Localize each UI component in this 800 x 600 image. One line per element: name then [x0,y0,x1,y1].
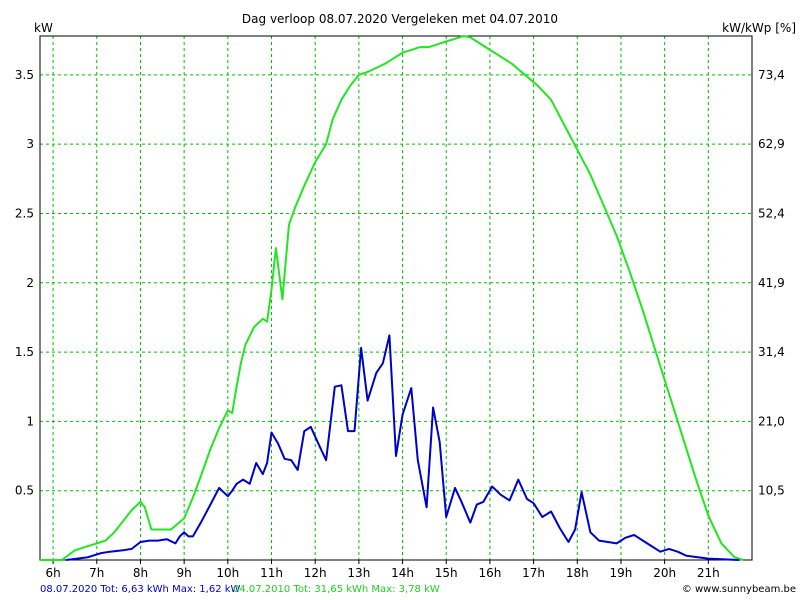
x-tick-label: 12h [304,566,327,580]
grid [40,36,752,560]
series-line-08-07-2020 [66,334,739,561]
series-line-04-07-2010 [40,35,744,561]
x-tick-label: 21h [697,566,720,580]
series-layer [40,35,744,561]
x-tick-label: 17h [522,566,545,580]
y-tick-right-label: 41,9 [758,276,785,290]
footer-source: © www.sunnybeam.be [682,584,796,595]
y-tick-left-label: 2 [26,276,34,290]
x-tick-label: 13h [347,566,370,580]
y-tick-left-label: 3.5 [15,68,34,82]
y-tick-left-label: 1.5 [15,345,34,359]
y-tick-right-label: 31,4 [758,345,785,359]
y-ticks-left: 0.5 1 1.5 2 2.5 3 3.5 [15,68,34,498]
x-tick-label: 11h [260,566,283,580]
x-tick-label: 16h [478,566,501,580]
y-tick-left-label: 3 [26,137,34,151]
chart-title: Dag verloop 08.07.2020 Vergeleken met 04… [242,12,558,26]
plot-frame [39,35,753,561]
x-tick-label: 19h [610,566,633,580]
y-tick-right-label: 73,4 [758,68,785,82]
x-tick-label: 20h [653,566,676,580]
y-axis-right-label: kW/kWp [%] [722,21,796,35]
x-tick-label: 10h [216,566,239,580]
y-tick-right-label: 21,0 [758,414,785,428]
x-tick-label: 7h [89,566,104,580]
y-tick-right-label: 10,5 [758,484,785,498]
x-tick-label: 18h [566,566,589,580]
footer-today: 08.07.2020 Tot: 6,63 kWh Max: 1,62 kW [40,584,241,595]
y-tick-left-label: 1 [26,414,34,428]
x-tick-label: 9h [177,566,192,580]
y-tick-left-label: 2.5 [15,206,34,220]
y-tick-right-label: 62,9 [758,137,785,151]
footer-compare: 04.07.2010 Tot: 31,65 kWh Max: 3,78 kW [233,584,440,595]
y-ticks-right: 10,5 21,0 31,4 41,9 52,4 62,9 73,4 [758,68,785,498]
x-tick-label: 8h [133,566,148,580]
x-tick-label: 14h [391,566,414,580]
x-tick-label: 6h [45,566,60,580]
y-axis-left-label: kW [34,21,53,35]
y-tick-left-label: 0.5 [15,484,34,498]
x-ticks: 6h 7h 8h 9h 10h 11h 12h 13h 14h 15h 16h 17h 18h 19h 20… [45,560,720,580]
y-tick-right-label: 52,4 [758,206,785,220]
x-tick-label: 15h [435,566,458,580]
